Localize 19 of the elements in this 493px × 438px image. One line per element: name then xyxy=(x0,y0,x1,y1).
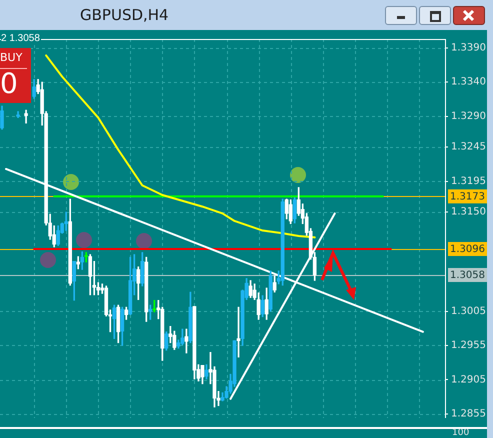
y-tick-label: 1.3245 xyxy=(451,142,486,153)
y-tick-label: 1.3195 xyxy=(451,176,486,187)
y-tick-label: 1.2905 xyxy=(451,374,486,386)
ref-line-label: 1.3173 xyxy=(450,191,485,202)
y-tick-label: 1.3005 xyxy=(451,306,486,317)
annotation: BUY xyxy=(0,51,22,64)
y-tick-label: 1.3290 xyxy=(451,110,486,122)
buy-button: BUY 0 xyxy=(0,48,31,103)
y-tick-label: 1.3340 xyxy=(451,76,486,88)
y-tick-label: 1.2855 xyxy=(451,408,486,420)
chart-title: GBPUSD,H4 xyxy=(80,6,169,24)
y-tick-label: 1.2955 xyxy=(451,340,486,352)
y-tick-label: 1.3150 xyxy=(451,206,486,218)
ref-line-label: 1.3096 xyxy=(450,244,485,256)
y-tick-label: 1.3390 xyxy=(451,42,486,54)
text: 100 xyxy=(452,428,470,438)
annotation: 2 1.3058 xyxy=(1,33,41,45)
ref-line-label: 1.3058 xyxy=(450,270,485,282)
annotation: 0 xyxy=(0,67,18,100)
